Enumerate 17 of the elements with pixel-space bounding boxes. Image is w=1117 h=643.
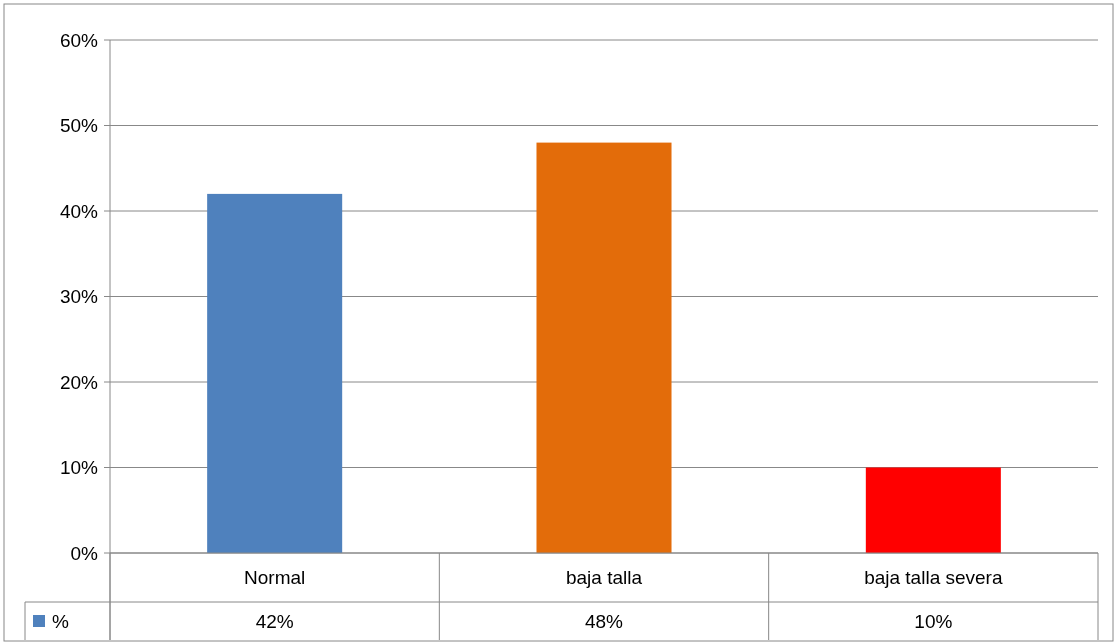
bar: [865, 467, 1001, 553]
y-tick-label: 60%: [59, 29, 99, 51]
y-tick-label: 10%: [59, 457, 99, 479]
y-tick-label: 0%: [70, 542, 99, 564]
y-tick-label: 50%: [59, 115, 99, 137]
bar: [207, 193, 343, 553]
legend-label: %: [52, 610, 69, 632]
data-label: 42%: [255, 610, 294, 632]
x-tick-label: Normal: [244, 567, 306, 589]
y-tick-label: 40%: [59, 200, 99, 222]
y-tick-label: 20%: [59, 371, 99, 393]
data-label: 48%: [584, 610, 624, 632]
x-tick-label: baja talla severa: [864, 567, 1003, 589]
y-tick-label: 30%: [59, 286, 99, 308]
x-tick-label: baja talla: [565, 567, 643, 589]
data-label: 10%: [914, 610, 953, 632]
bar: [536, 142, 672, 553]
